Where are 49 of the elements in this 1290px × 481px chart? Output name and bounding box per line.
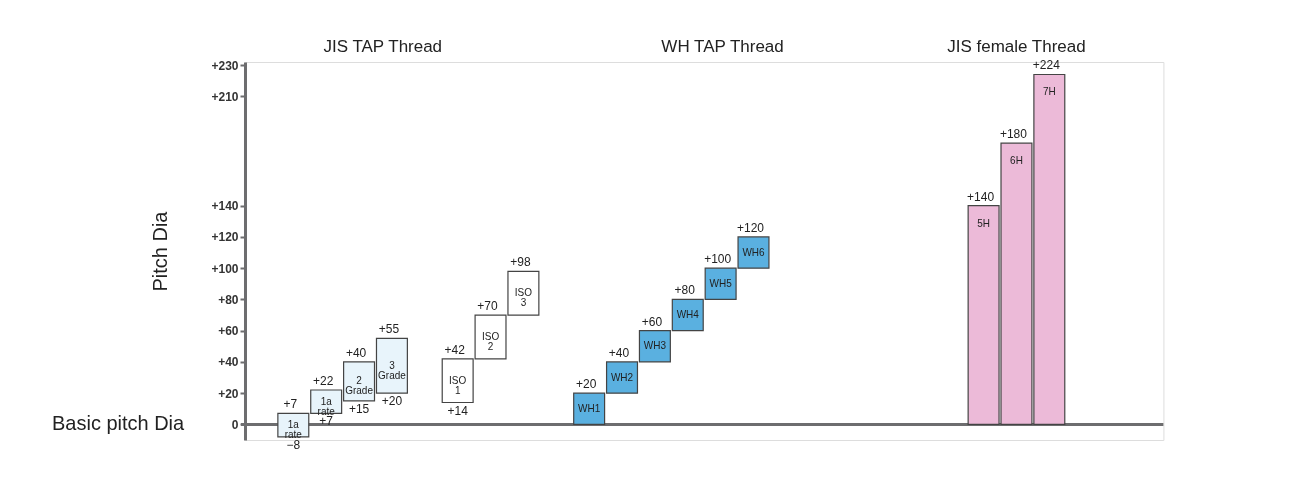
text: JIS female Thread [947, 37, 1086, 56]
x-tick-label: ISO 3 [514, 287, 533, 309]
annotation: +55 [378, 322, 400, 337]
annotation: +60 [641, 314, 663, 329]
y-tick-label: +140 [211, 199, 239, 214]
annotation: +7 [283, 397, 298, 412]
x-tick-label: 7H [1042, 86, 1056, 98]
y-tick-label: +20 [218, 386, 239, 401]
y-tick-label: +40 [218, 355, 239, 370]
x-tick-label: 2 Grade [345, 375, 374, 397]
x-tick-label: 5H [977, 217, 990, 229]
annotation: +42 [444, 342, 466, 357]
annotation: +224 [1032, 58, 1061, 73]
annotation: +20 [575, 377, 597, 392]
y-tick-label: 0 [231, 417, 239, 432]
text: WH TAP Thread [661, 37, 784, 56]
x-tick-label: 6H [1010, 155, 1023, 167]
annotation: +40 [608, 345, 630, 360]
annotation: +140 [967, 189, 995, 204]
annotation: +80 [674, 283, 696, 298]
x-tick-label: ISO 1 [449, 374, 467, 396]
annotation: +20 [381, 394, 403, 409]
x-tick-label: ISO 2 [481, 330, 500, 352]
y-tick-label: +230 [211, 58, 239, 73]
x-tick-label: 3 Grade [378, 359, 407, 381]
annotation: +120 [737, 220, 765, 235]
x-tick-label: WH4 [676, 309, 700, 321]
x-tick-label: WH2 [610, 371, 634, 383]
annotation: −8 [286, 437, 301, 452]
annotation: +100 [704, 252, 732, 267]
annotation: +180 [999, 127, 1028, 142]
x-tick-label: WH5 [709, 277, 733, 289]
annotation: +15 [348, 401, 370, 416]
y-tick-label: +60 [218, 324, 239, 339]
annotation: +14 [447, 403, 469, 418]
x-tick-label: WH6 [742, 246, 766, 258]
y-tick-label: +210 [211, 89, 239, 104]
ref-line-label: Basic pitch Dia [52, 412, 186, 435]
annotation: +98 [510, 255, 531, 270]
y-tick-label: +80 [218, 292, 239, 307]
annotation: +70 [477, 299, 499, 314]
annotation: +40 [345, 345, 367, 360]
y-tick-label: +100 [211, 261, 239, 276]
y-tick-label: +120 [211, 230, 239, 245]
y-axis-title: Pitch Dia [149, 210, 172, 292]
text: JIS TAP Thread [323, 37, 443, 56]
x-tick-label: WH3 [643, 340, 667, 352]
x-tick-label: WH1 [578, 402, 601, 414]
annotation: +22 [313, 374, 334, 389]
